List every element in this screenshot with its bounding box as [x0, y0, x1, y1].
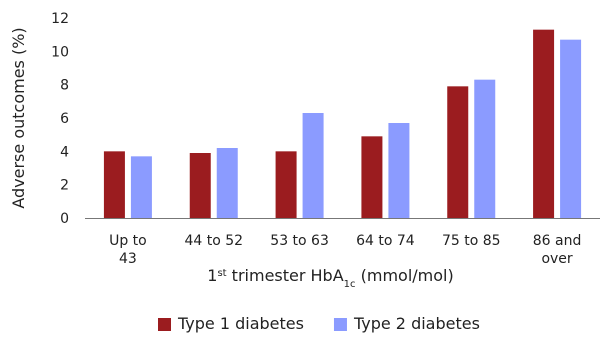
- bar-series-2-cat-3: [302, 113, 324, 218]
- y-tick-label: 12: [51, 11, 69, 27]
- x-category-label: 53 to 63: [270, 233, 329, 249]
- x-category-label-line: 44 to 52: [184, 233, 243, 249]
- x-category-label-line: 43: [119, 251, 137, 267]
- x-axis-title-post: (mmol/mol): [356, 266, 454, 285]
- bar-series-1-cat-3: [275, 151, 297, 218]
- x-axis-title-mid: trimester HbA: [227, 266, 344, 285]
- legend-swatch-2: [333, 318, 347, 331]
- y-axis-ticks: 0 2 4 6 8 10 12: [51, 11, 69, 227]
- bar-series-2-cat-5: [474, 79, 496, 219]
- y-axis-title: Adverse outcomes (%): [9, 27, 28, 208]
- y-tick-label: 4: [60, 144, 69, 160]
- x-category-label-line: 75 to 85: [442, 233, 501, 249]
- bar-series-2-cat-4: [388, 123, 410, 218]
- legend-label-1: Type 1 diabetes: [177, 314, 304, 333]
- bar-series-1-cat-2: [189, 153, 211, 218]
- legend: Type 1 diabetes Type 2 diabetes: [158, 314, 480, 333]
- x-category-label-line: Up to: [109, 233, 147, 249]
- x-axis-title: 1st trimester HbA1c (mmol/mol): [207, 266, 453, 290]
- x-category-label: 75 to 85: [442, 233, 501, 249]
- y-tick-label: 8: [60, 78, 69, 94]
- y-tick-label: 0: [60, 211, 69, 227]
- bar-series-2-cat-2: [216, 148, 238, 218]
- x-category-label-line: 86 and: [533, 233, 582, 249]
- bar-series-2-cat-1: [130, 156, 152, 218]
- legend-swatch-1: [158, 318, 171, 331]
- x-axis-title-pre: 1: [207, 266, 217, 285]
- x-axis-title-sub: 1c: [344, 279, 356, 290]
- y-tick-label: 10: [51, 44, 69, 60]
- legend-label-2: Type 2 diabetes: [353, 314, 480, 333]
- x-category-label-line: 64 to 74: [356, 233, 415, 249]
- x-category-label-line: over: [541, 251, 572, 267]
- x-axis-title-sup: st: [217, 268, 226, 279]
- bar-series-2-cat-6: [560, 39, 582, 218]
- bar-series-1-cat-4: [361, 136, 383, 218]
- bars: [103, 29, 582, 219]
- x-category-label-line: 53 to 63: [270, 233, 329, 249]
- y-tick-label: 2: [60, 178, 69, 194]
- bar-series-1-cat-5: [447, 86, 469, 218]
- y-tick-label: 6: [60, 111, 69, 127]
- x-category-label: 44 to 52: [184, 233, 243, 249]
- x-axis-categories: Up to 43 44 to 52 53 to 63 64 to 74 75 to 85 8…: [109, 233, 581, 267]
- x-category-label: 64 to 74: [356, 233, 415, 249]
- x-category-label: Up to 43: [109, 233, 147, 267]
- bar-series-1-cat-6: [533, 29, 555, 218]
- x-category-label: 86 and over: [533, 233, 582, 267]
- bar-series-1-cat-1: [103, 151, 125, 218]
